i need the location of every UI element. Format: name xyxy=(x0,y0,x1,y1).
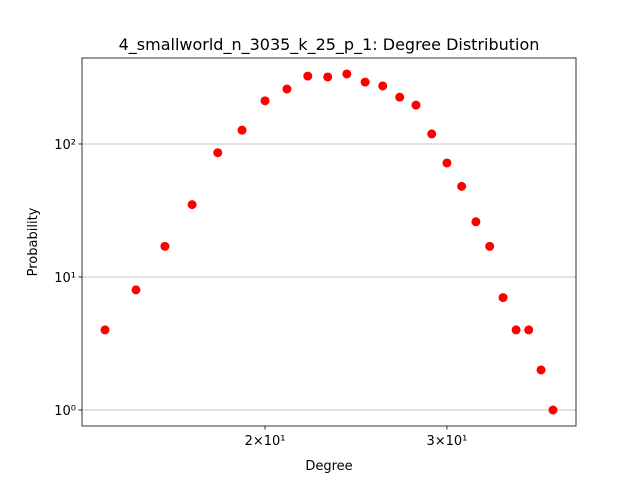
point xyxy=(100,325,110,335)
point xyxy=(411,100,421,110)
y-tick-label: 10¹ xyxy=(54,271,76,286)
point xyxy=(548,405,558,415)
point xyxy=(457,181,467,191)
point xyxy=(213,148,223,158)
point xyxy=(442,158,452,168)
x-tick-label: 2×10¹ xyxy=(245,434,286,449)
plot-frame xyxy=(81,57,577,427)
point xyxy=(131,285,141,295)
point xyxy=(536,365,546,375)
point xyxy=(323,72,333,82)
point xyxy=(485,241,495,251)
point xyxy=(498,293,508,303)
y-axis-label: Probability xyxy=(26,207,41,276)
point xyxy=(378,81,388,91)
chart-title: 4_smallworld_n_3035_k_25_p_1: Degree Dis… xyxy=(119,35,540,55)
point xyxy=(260,96,270,106)
point xyxy=(360,77,370,87)
point xyxy=(282,84,292,94)
x-tick-label: 3×10¹ xyxy=(426,434,467,449)
point xyxy=(471,217,481,227)
y-tick-label: 10⁰ xyxy=(54,404,76,419)
point xyxy=(342,69,352,79)
x-axis-label: Degree xyxy=(305,459,352,474)
point xyxy=(160,241,170,251)
y-tick-label: 10² xyxy=(54,138,76,153)
point xyxy=(395,92,405,102)
point xyxy=(303,71,313,81)
point xyxy=(237,125,247,135)
point xyxy=(511,325,521,335)
point xyxy=(427,129,437,139)
point xyxy=(524,325,534,335)
point xyxy=(187,200,197,210)
